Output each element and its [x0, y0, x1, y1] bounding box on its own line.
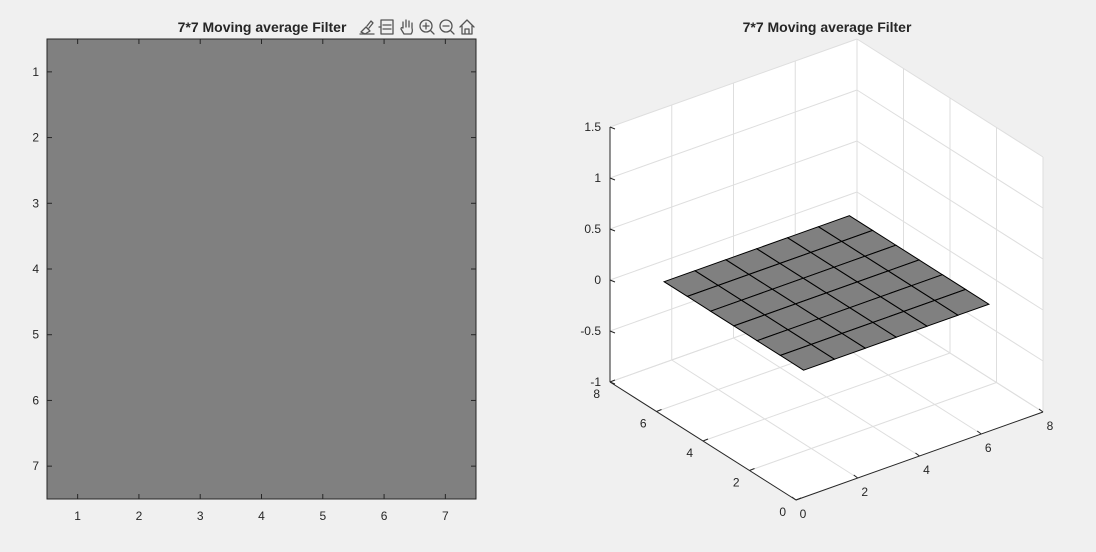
x-tick-mark — [853, 474, 859, 479]
y-tick-mark — [749, 468, 755, 471]
z-tick-mark — [609, 126, 616, 130]
z-tick-mark — [609, 177, 616, 181]
axes-toolbar — [358, 18, 476, 36]
zoom-out-icon[interactable] — [438, 18, 456, 36]
back-wall-grid-line — [609, 140, 858, 230]
image-y-ticks: 1 2 3 4 5 6 7 — [32, 65, 476, 473]
home-icon[interactable] — [458, 18, 476, 36]
x-tick-mark — [791, 496, 797, 501]
z-tick-mark — [609, 330, 616, 334]
side-wall-grid-line — [856, 140, 1044, 260]
x-tick-label: 0 — [800, 507, 807, 521]
y-tick-label: 6 — [640, 417, 647, 431]
y-tick-label: 0 — [779, 505, 786, 519]
z-tick-label: 1.5 — [584, 120, 601, 134]
image-x-tick-label: 5 — [319, 509, 326, 523]
image-axes: 1 2 3 4 5 6 7 1 2 3 4 5 6 7 7*7 Moving average Filte… — [32, 19, 477, 523]
surface-mesh — [662, 215, 991, 371]
side-wall-grid-line — [856, 191, 1044, 311]
datatip-icon[interactable] — [378, 18, 396, 36]
x-tick-label: 8 — [1047, 419, 1054, 433]
y-tick-label: 2 — [733, 476, 740, 490]
x-tick-label: 6 — [985, 441, 992, 455]
image-x-tick-label: 4 — [258, 509, 265, 523]
x-tick-mark — [976, 430, 982, 435]
x-tick-mark — [1038, 408, 1044, 413]
floor-grid-line — [749, 382, 997, 471]
z-tick-mark — [609, 228, 616, 232]
image-y-tick-label: 1 — [32, 65, 39, 79]
y-tick-label: 8 — [593, 387, 600, 401]
y-tick-mark — [795, 497, 802, 501]
image-x-tick-label: 3 — [197, 509, 204, 523]
image-x-tick-label: 2 — [136, 509, 143, 523]
y-tick-mark — [656, 409, 662, 412]
side-wall-grid-line — [856, 89, 1044, 209]
y-tick-mark — [702, 438, 709, 442]
back-wall-grid-line — [609, 89, 858, 179]
surface-title: 7*7 Moving average Filter — [743, 19, 912, 35]
floor-grid-line — [702, 352, 951, 442]
y-tick-mark — [609, 379, 616, 383]
image-y-tick-label: 7 — [32, 459, 39, 473]
x-tick-label: 2 — [861, 485, 868, 499]
side-wall-grid-line — [856, 38, 1044, 158]
back-wall-grid-line — [609, 38, 858, 128]
z-tick-label: 0.5 — [584, 222, 601, 236]
surface-face — [933, 288, 991, 316]
zoom-in-icon[interactable] — [418, 18, 436, 36]
z-tick-mark — [609, 279, 616, 283]
z-tick-label: 1 — [594, 171, 601, 185]
brush-icon[interactable] — [358, 18, 376, 36]
pan-hand-icon[interactable] — [398, 18, 416, 36]
image-x-tick-label: 7 — [442, 509, 449, 523]
image-x-ticks: 1 2 3 4 5 6 7 — [74, 39, 449, 523]
x-tick-label: 4 — [923, 463, 930, 477]
y-tick-label: 4 — [686, 446, 693, 460]
image-x-tick-label: 6 — [381, 509, 388, 523]
z-tick-label: -0.5 — [580, 324, 601, 338]
image-y-tick-label: 3 — [32, 196, 39, 210]
image-y-tick-label: 2 — [32, 131, 39, 145]
z-tick-mark — [609, 381, 616, 385]
image-title: 7*7 Moving average Filter — [178, 19, 347, 35]
back-wall-grid-line — [609, 191, 858, 281]
image-y-tick-label: 4 — [32, 262, 39, 276]
x-tick-mark — [915, 452, 920, 457]
image-y-tick-label: 6 — [32, 393, 39, 407]
z-tick-label: 0 — [594, 273, 601, 287]
image-y-tick-label: 5 — [32, 328, 39, 342]
image-x-tick-label: 1 — [74, 509, 81, 523]
image-plot-area — [46, 38, 477, 500]
z-tick-label: -1 — [590, 375, 601, 389]
